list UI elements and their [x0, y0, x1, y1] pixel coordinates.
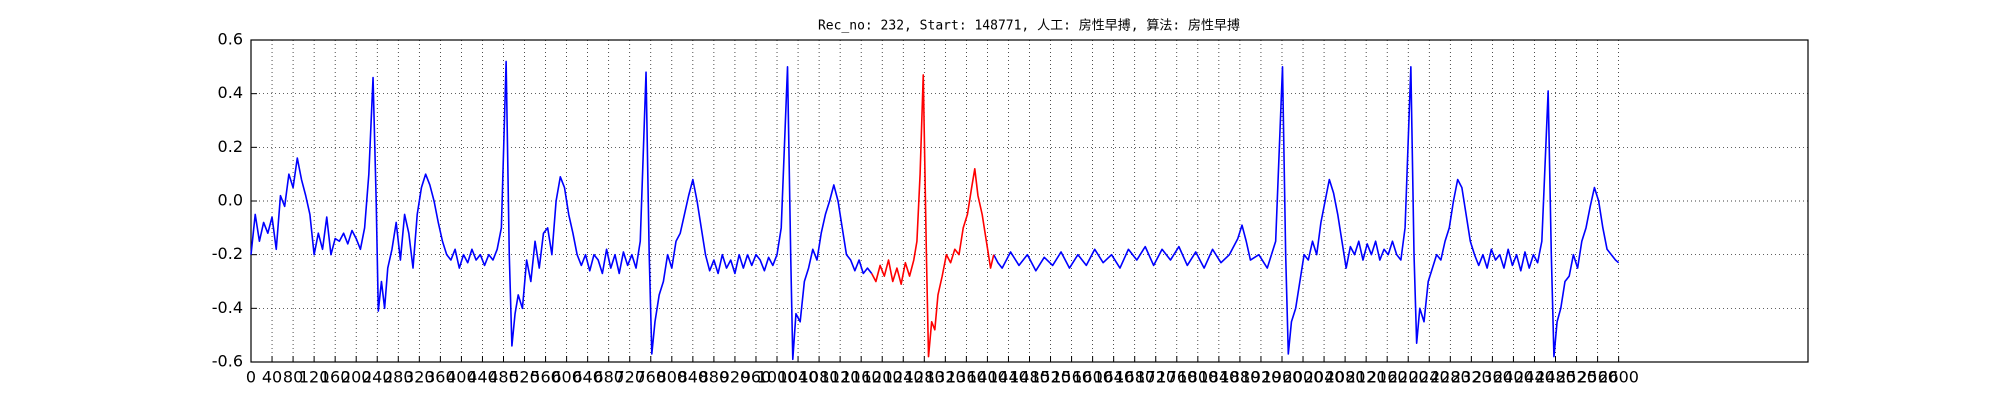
- ecg-line: [250, 60, 1620, 361]
- x-tick-label: 2600: [1598, 368, 1639, 387]
- x-tick-label: 280: [383, 368, 414, 387]
- x-tick-label: 1280: [904, 368, 945, 387]
- y-tick-label: 0.6: [218, 30, 243, 49]
- x-tick-label: 2560: [1577, 368, 1618, 387]
- x-tick-label: 1840: [1199, 368, 1240, 387]
- x-tick-label: 200: [341, 368, 372, 387]
- x-tick-label: 120: [299, 368, 330, 387]
- x-tick-label: 1040: [778, 368, 819, 387]
- x-tick-label: 680: [593, 368, 624, 387]
- x-tick-label: 760: [635, 368, 666, 387]
- x-tick-label: 640: [572, 368, 603, 387]
- x-tick-label: 720: [614, 368, 645, 387]
- x-tick-label: 1360: [946, 368, 987, 387]
- x-tick-label: 2040: [1304, 368, 1345, 387]
- x-tick-label: 40: [262, 368, 282, 387]
- x-tick-label: 2440: [1514, 368, 1555, 387]
- chart-title: Rec_no: 232, Start: 148771, 人工: 房性早搏, 算法…: [818, 18, 1240, 34]
- x-tick-label: 320: [404, 368, 435, 387]
- x-tick-label: 1920: [1241, 368, 1282, 387]
- x-tick-label: 2400: [1493, 368, 1534, 387]
- x-tick-label: 1880: [1220, 368, 1261, 387]
- x-tick-label: 0: [246, 368, 256, 387]
- x-tick-label: 1960: [1262, 368, 1303, 387]
- x-tick-label: 1520: [1030, 368, 1071, 387]
- x-tick-label: 920: [720, 368, 751, 387]
- x-tick-label: 2320: [1451, 368, 1492, 387]
- x-tick-label: 1320: [925, 368, 966, 387]
- x-tick-label: 1800: [1177, 368, 1218, 387]
- x-tick-label: 1680: [1114, 368, 1155, 387]
- x-tick-label: 1720: [1135, 368, 1176, 387]
- x-tick-label: 1000: [757, 368, 798, 387]
- x-tick-label: 2200: [1388, 368, 1429, 387]
- x-tick-label: 520: [509, 368, 540, 387]
- x-tick-label: 600: [551, 368, 582, 387]
- y-tick-label: 0.2: [218, 137, 243, 156]
- x-tick-label: 840: [678, 368, 709, 387]
- x-tick-label: 2080: [1325, 368, 1366, 387]
- y-tick-label: -0.6: [212, 352, 243, 371]
- x-tick-label: 1080: [799, 368, 840, 387]
- x-tick-label: 480: [488, 368, 519, 387]
- x-tick-label: 1560: [1051, 368, 1092, 387]
- x-tick-label: 2240: [1409, 368, 1450, 387]
- x-tick-label: 1760: [1156, 368, 1197, 387]
- x-tick-label: 1640: [1093, 368, 1134, 387]
- x-tick-label: 2160: [1367, 368, 1408, 387]
- y-tick-label: 0.0: [218, 191, 243, 210]
- x-tick-label: 2360: [1472, 368, 1513, 387]
- x-tick-label: 1600: [1072, 368, 1113, 387]
- x-tick-label: 160: [320, 368, 351, 387]
- x-tick-label: 1160: [841, 368, 882, 387]
- x-tick-label: 2280: [1430, 368, 1471, 387]
- x-tick-label: 960: [741, 368, 772, 387]
- x-tick-label: 1240: [883, 368, 924, 387]
- x-tick-label: 360: [425, 368, 456, 387]
- x-tick-label: 2520: [1556, 368, 1597, 387]
- x-tick-label: 240: [362, 368, 393, 387]
- y-tick-label: -0.4: [212, 298, 243, 317]
- x-tick-label: 1440: [988, 368, 1029, 387]
- x-tick-label: 80: [283, 368, 303, 387]
- x-tick-label: 880: [699, 368, 730, 387]
- ecg-line: [870, 74, 995, 358]
- x-tick-label: 2120: [1346, 368, 1387, 387]
- x-tick-label: 440: [467, 368, 498, 387]
- x-tick-label: 1400: [967, 368, 1008, 387]
- x-tick-label: 1200: [862, 368, 903, 387]
- y-tick-label: 0.4: [218, 83, 243, 102]
- x-tick-label: 2000: [1283, 368, 1324, 387]
- y-tick-label: -0.2: [212, 244, 243, 263]
- x-tick-label: 400: [446, 368, 477, 387]
- x-tick-label: 1480: [1009, 368, 1050, 387]
- x-tick-label: 800: [657, 368, 688, 387]
- x-tick-label: 1120: [820, 368, 861, 387]
- x-tick-label: 560: [530, 368, 561, 387]
- x-tick-label: 2480: [1535, 368, 1576, 387]
